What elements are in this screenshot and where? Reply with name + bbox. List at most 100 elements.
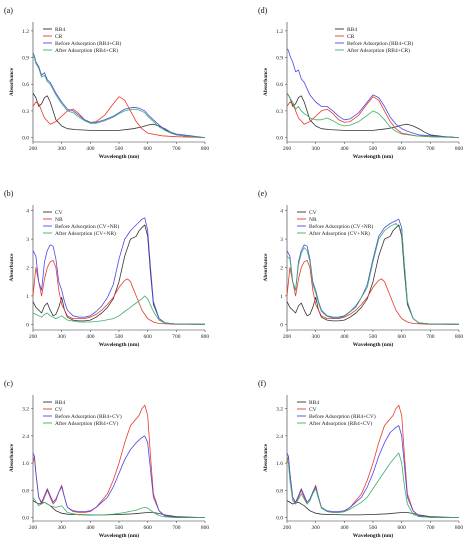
- axes-frame: [286, 22, 459, 143]
- y-tick-label: 0.6: [22, 82, 29, 88]
- x-tick-label: 400: [86, 334, 95, 340]
- x-tick-label: 800: [201, 334, 210, 340]
- x-tick-label: 200: [29, 146, 38, 152]
- series-line-1: [286, 224, 460, 325]
- y-tick-label: 0.8: [22, 488, 29, 494]
- x-tick-label: 600: [144, 146, 153, 152]
- axes-frame: [32, 22, 205, 143]
- x-tick-label: 500: [115, 525, 124, 531]
- y-tick-label: 1.2: [22, 29, 29, 35]
- x-tick-label: 300: [58, 146, 67, 152]
- x-axis-title: Wavelength (nm): [353, 341, 394, 348]
- x-tick-label: 400: [340, 525, 349, 531]
- y-axis-title: Absorbance: [9, 253, 15, 282]
- series-line-3: [32, 217, 206, 325]
- series-line-4: [32, 295, 206, 325]
- x-tick-label: 600: [398, 525, 407, 531]
- x-tick-label: 600: [144, 525, 153, 531]
- series-line-4: [286, 452, 460, 518]
- y-tick-label: 0.3: [22, 109, 29, 115]
- y-tick-label: 0.0: [276, 516, 283, 522]
- y-axis-title: Absorbance: [9, 443, 15, 472]
- legend-entry: RB4: [55, 400, 65, 406]
- x-tick-label: 800: [455, 334, 464, 340]
- legend-entry: After Adsorption (CV+NR): [55, 230, 116, 237]
- y-axis-title: Absorbance: [9, 67, 15, 96]
- y-tick-label: 0.0: [22, 516, 29, 522]
- y-tick-label: 4: [280, 209, 283, 215]
- x-tick-label: 200: [283, 334, 292, 340]
- x-tick-label: 700: [172, 334, 181, 340]
- y-tick-label: 0.3: [276, 109, 283, 115]
- series-line-1: [32, 92, 206, 138]
- y-tick-label: 0.9: [22, 56, 29, 62]
- series-line-3: [286, 48, 460, 138]
- series-line-1: [286, 500, 460, 518]
- x-axis-title: Wavelength (nm): [353, 153, 394, 160]
- x-tick-label: 200: [283, 146, 292, 152]
- y-tick-label: 0.8: [276, 488, 283, 494]
- chart-panel-b: (b) 200 300 400 500 600 700 800 0 1 2 3 4 Wavelength …: [4, 189, 209, 348]
- legend-entry: CV: [309, 407, 317, 413]
- x-axis-title: Wavelength (nm): [99, 532, 140, 539]
- y-tick-label: 2: [26, 266, 29, 272]
- x-tick-label: 200: [29, 525, 38, 531]
- chart-panel-c: (c) 200 300 400 500 600 700 800 0.0 0.8 1.6 2.4 3.2 W…: [4, 379, 209, 539]
- legend-entry: NR: [55, 217, 63, 223]
- legend-entry: Before Adsorption (RB4+CV): [55, 413, 122, 420]
- y-tick-label: 0.0: [276, 136, 283, 142]
- x-tick-label: 700: [426, 146, 435, 152]
- x-tick-label: 300: [312, 146, 321, 152]
- legend-entry: RB4: [309, 400, 319, 406]
- series-line-3: [32, 52, 206, 138]
- x-tick-label: 700: [426, 334, 435, 340]
- legend-entry: After Adsorption (RB4+CV): [55, 420, 118, 427]
- x-tick-label: 300: [312, 525, 321, 531]
- x-tick-label: 300: [58, 334, 67, 340]
- series-line-4: [32, 496, 205, 518]
- legend-entry: Before Adsorption (CV+NR): [55, 223, 119, 230]
- x-axis-title: Wavelength (nm): [353, 532, 394, 539]
- y-tick-label: 2.4: [22, 434, 29, 440]
- y-tick-label: 0.9: [276, 56, 283, 62]
- y-axis-title: Absorbance: [263, 67, 269, 96]
- series-line-4: [32, 55, 206, 138]
- panel-label: (a): [4, 6, 13, 15]
- x-tick-label: 300: [58, 525, 67, 531]
- legend-entry: RB4: [347, 27, 357, 33]
- series-line-2: [286, 96, 460, 138]
- y-axis-title: Absorbance: [263, 253, 269, 282]
- panel-label: (e): [258, 189, 267, 198]
- y-tick-label: 2: [280, 266, 283, 272]
- series-line-2: [32, 260, 205, 325]
- panel-label: (d): [258, 6, 268, 15]
- legend-entry: CV: [55, 407, 63, 413]
- legend-entry: Before Adsorption (RB4+CR): [55, 40, 122, 47]
- x-tick-label: 500: [369, 525, 378, 531]
- x-tick-label: 400: [340, 334, 349, 340]
- legend-entry: CV: [55, 210, 63, 216]
- legend-entry: CR: [55, 34, 63, 40]
- x-tick-label: 600: [398, 334, 407, 340]
- x-tick-label: 200: [29, 334, 38, 340]
- chart-panel-e: (e) 200 300 400 500 600 700 800 0 1 2 3 4 Wavelength …: [258, 189, 463, 348]
- y-tick-label: 0.0: [22, 136, 29, 142]
- legend-entry: CR: [347, 34, 355, 40]
- legend-entry: Before Adsorption (CV+NR): [309, 223, 373, 230]
- series-line-1: [32, 224, 206, 325]
- x-tick-label: 300: [312, 334, 321, 340]
- chart-panel-f: (f) 200 300 400 500 600 700 800 0.0 0.8 1.6 2.4 3.2 W…: [258, 379, 463, 539]
- legend-entry: After Adsorption (RB4+CV): [309, 420, 372, 427]
- series-line-2: [32, 96, 206, 138]
- x-tick-label: 400: [86, 146, 95, 152]
- x-tick-label: 500: [115, 146, 124, 152]
- y-tick-label: 1.6: [276, 461, 283, 467]
- y-tick-label: 3.2: [276, 407, 283, 413]
- legend-entry: After Adsorption (RB4+CR): [347, 47, 410, 54]
